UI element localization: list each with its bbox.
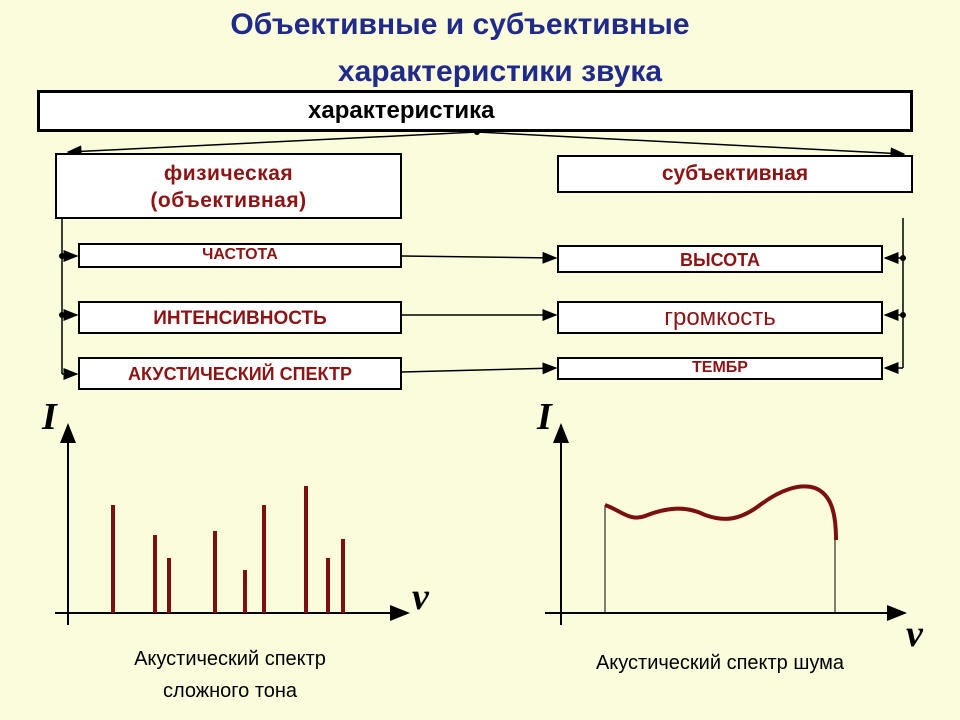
left-caption-line1: Акустический спектр: [134, 648, 326, 670]
pitch-box: ВЫСОТА: [557, 245, 883, 273]
subjective-category-box: субъективная: [557, 155, 913, 193]
physical-sublabel: (объективная): [150, 189, 307, 212]
arrow-spectrum-timbre: [401, 362, 558, 375]
frequency-box: ЧАСТОТА: [78, 243, 402, 268]
right-x-axis-label: ν: [906, 613, 923, 655]
noise-spectrum-curve: [604, 484, 838, 541]
line-spectrum: [111, 486, 345, 613]
arrow-frequency-pitch: [401, 251, 558, 264]
left-x-axis-label: ν: [412, 576, 429, 618]
acoustic-spectrum-box: АКУСТИЧЕСКИЙ СПЕКТР: [78, 357, 402, 390]
intensity-box: ИНТЕНСИВНОСТЬ: [78, 301, 402, 334]
loudness-box: громкость: [557, 301, 883, 334]
root-label: характеристика: [308, 97, 495, 124]
arrow-to-subjective: [476, 131, 906, 160]
physical-label: физическая: [163, 162, 294, 185]
page-title-line1: Объективные и субъективные: [230, 8, 690, 41]
right-y-axis-label: I: [537, 396, 552, 438]
left-graph-caption: Акустический спектр сложного тона: [80, 643, 380, 707]
left-y-axis-label: I: [42, 396, 57, 438]
right-graph-caption: Акустический спектр шума: [595, 652, 845, 674]
left-caption-line2: сложного тона: [162, 680, 298, 702]
physical-category-box: физическая (объективная): [55, 153, 402, 219]
timbre-box: ТЕМБР: [557, 357, 883, 380]
root-characteristic-box: характеристика: [37, 90, 913, 132]
page-title-line2: характеристики звука: [337, 55, 663, 88]
arrow-to-physical: [66, 131, 478, 158]
